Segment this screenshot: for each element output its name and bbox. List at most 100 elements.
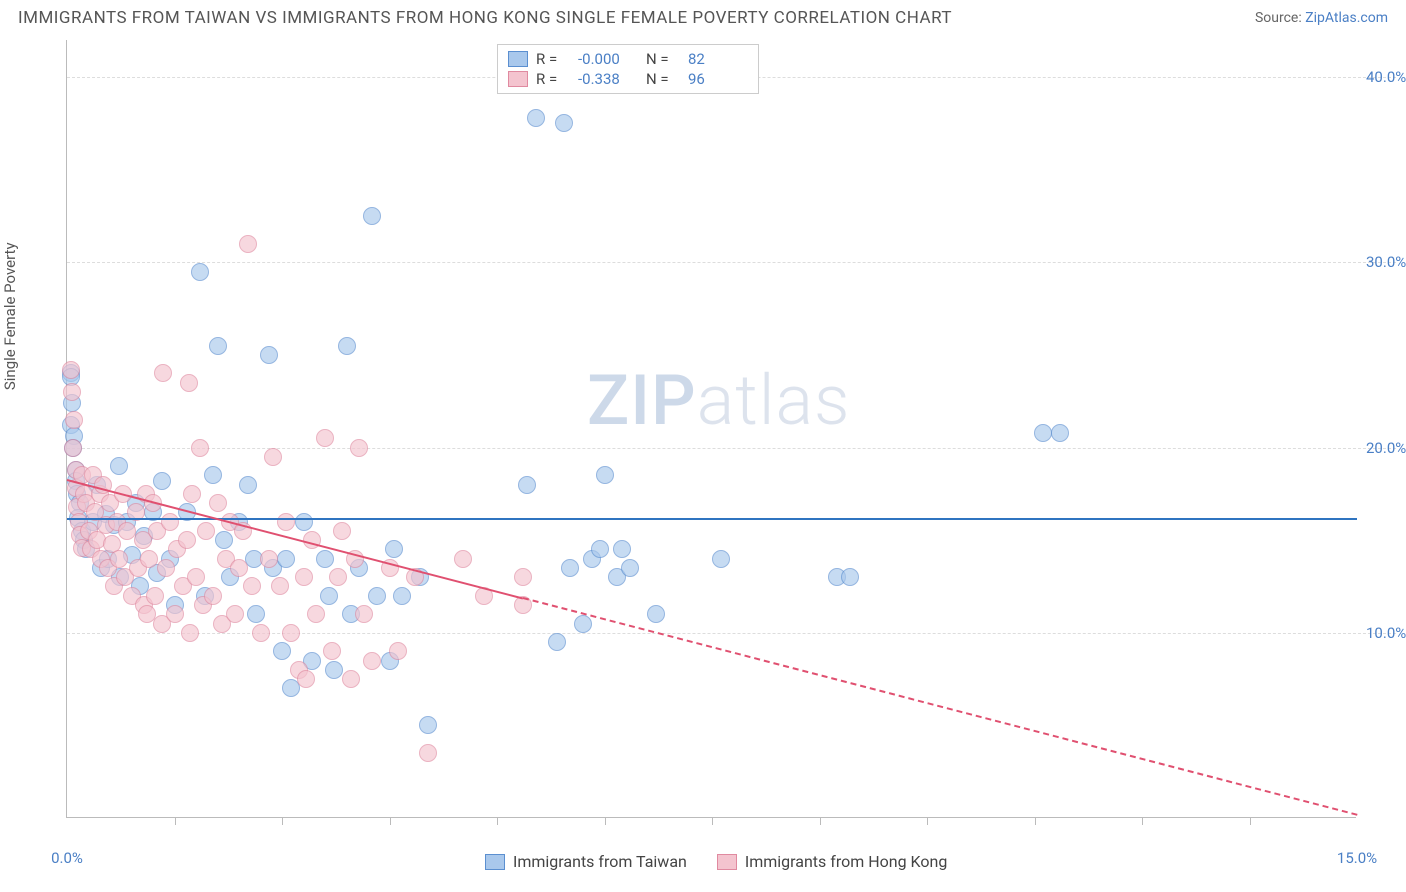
- data-point: [273, 642, 291, 660]
- data-point: [204, 466, 222, 484]
- data-point: [260, 346, 278, 364]
- data-point: [140, 550, 158, 568]
- data-point: [325, 661, 343, 679]
- data-point: [154, 364, 172, 382]
- legend-row: R =-0.000N =82: [508, 49, 748, 69]
- series-name: Immigrants from Taiwan: [513, 852, 687, 871]
- data-point: [316, 550, 334, 568]
- x-tick: [497, 817, 498, 825]
- data-point: [363, 652, 381, 670]
- data-point: [191, 439, 209, 457]
- data-point: [350, 439, 368, 457]
- source-link[interactable]: ZipAtlas.com: [1305, 10, 1388, 26]
- legend-item: Immigrants from Hong Kong: [717, 852, 947, 871]
- data-point: [260, 550, 278, 568]
- x-tick: [175, 817, 176, 825]
- data-point: [191, 263, 209, 281]
- data-point: [419, 744, 437, 762]
- x-tick: [390, 817, 391, 825]
- data-point: [297, 670, 315, 688]
- data-point: [166, 605, 184, 623]
- data-point: [591, 540, 609, 558]
- data-point: [368, 587, 386, 605]
- data-point: [548, 633, 566, 651]
- data-point: [307, 605, 325, 623]
- data-point: [1051, 424, 1069, 442]
- data-point: [62, 361, 80, 379]
- data-point: [389, 642, 407, 660]
- gridline: [67, 262, 1396, 263]
- legend-r-value: -0.338: [578, 70, 638, 88]
- x-tick: [712, 817, 713, 825]
- legend-r-label: R =: [536, 50, 570, 68]
- data-point: [110, 550, 128, 568]
- data-point: [320, 587, 338, 605]
- data-point: [264, 448, 282, 466]
- data-point: [385, 540, 403, 558]
- data-point: [239, 235, 257, 253]
- plot-area: 10.0%20.0%30.0%40.0%0.0%15.0%ZIPatlasR =…: [66, 40, 1356, 818]
- data-point: [454, 550, 472, 568]
- data-point: [65, 411, 83, 429]
- data-point: [277, 513, 295, 531]
- data-point: [230, 559, 248, 577]
- data-point: [187, 568, 205, 586]
- data-point: [316, 429, 334, 447]
- data-point: [183, 485, 201, 503]
- watermark: ZIPatlas: [587, 360, 851, 442]
- trend-line: [67, 518, 1357, 520]
- data-point: [161, 513, 179, 531]
- data-point: [295, 513, 313, 531]
- data-point: [514, 568, 532, 586]
- data-point: [555, 114, 573, 132]
- data-point: [393, 587, 411, 605]
- correlation-chart: Single Female Poverty 10.0%20.0%30.0%40.…: [18, 32, 1388, 878]
- data-point: [239, 476, 257, 494]
- x-tick-label: 0.0%: [51, 849, 83, 867]
- x-tick: [605, 817, 606, 825]
- data-point: [215, 531, 233, 549]
- data-point: [712, 550, 730, 568]
- data-point: [63, 383, 81, 401]
- chart-title: IMMIGRANTS FROM TAIWAN VS IMMIGRANTS FRO…: [18, 8, 952, 28]
- data-point: [180, 374, 198, 392]
- x-tick-label: 15.0%: [1337, 849, 1377, 867]
- data-point: [342, 670, 360, 688]
- data-point: [110, 457, 128, 475]
- correlation-legend: R =-0.000N =82R =-0.338N =96: [497, 44, 759, 94]
- data-point: [209, 494, 227, 512]
- data-point: [363, 207, 381, 225]
- source-attribution: Source: ZipAtlas.com: [1255, 10, 1388, 26]
- data-point: [277, 550, 295, 568]
- y-tick-label: 20.0%: [1366, 439, 1406, 457]
- data-point: [282, 624, 300, 642]
- x-tick: [282, 817, 283, 825]
- data-point: [153, 472, 171, 490]
- x-tick: [927, 817, 928, 825]
- data-point: [226, 605, 244, 623]
- gridline: [67, 448, 1396, 449]
- legend-swatch: [508, 71, 528, 87]
- data-point: [271, 577, 289, 595]
- data-point: [204, 587, 222, 605]
- data-point: [197, 522, 215, 540]
- data-point: [596, 466, 614, 484]
- data-point: [527, 109, 545, 127]
- data-point: [64, 439, 82, 457]
- x-tick: [1250, 817, 1251, 825]
- y-tick-label: 10.0%: [1366, 624, 1406, 642]
- legend-n-label: N =: [646, 70, 680, 88]
- data-point: [181, 624, 199, 642]
- legend-r-value: -0.000: [578, 50, 638, 68]
- data-point: [518, 476, 536, 494]
- data-point: [574, 615, 592, 633]
- legend-n-value: 96: [688, 70, 748, 88]
- data-point: [243, 577, 261, 595]
- data-point: [252, 624, 270, 642]
- legend-swatch: [485, 854, 505, 870]
- data-point: [647, 605, 665, 623]
- legend-n-label: N =: [646, 50, 680, 68]
- data-point: [178, 531, 196, 549]
- data-point: [329, 568, 347, 586]
- data-point: [561, 559, 579, 577]
